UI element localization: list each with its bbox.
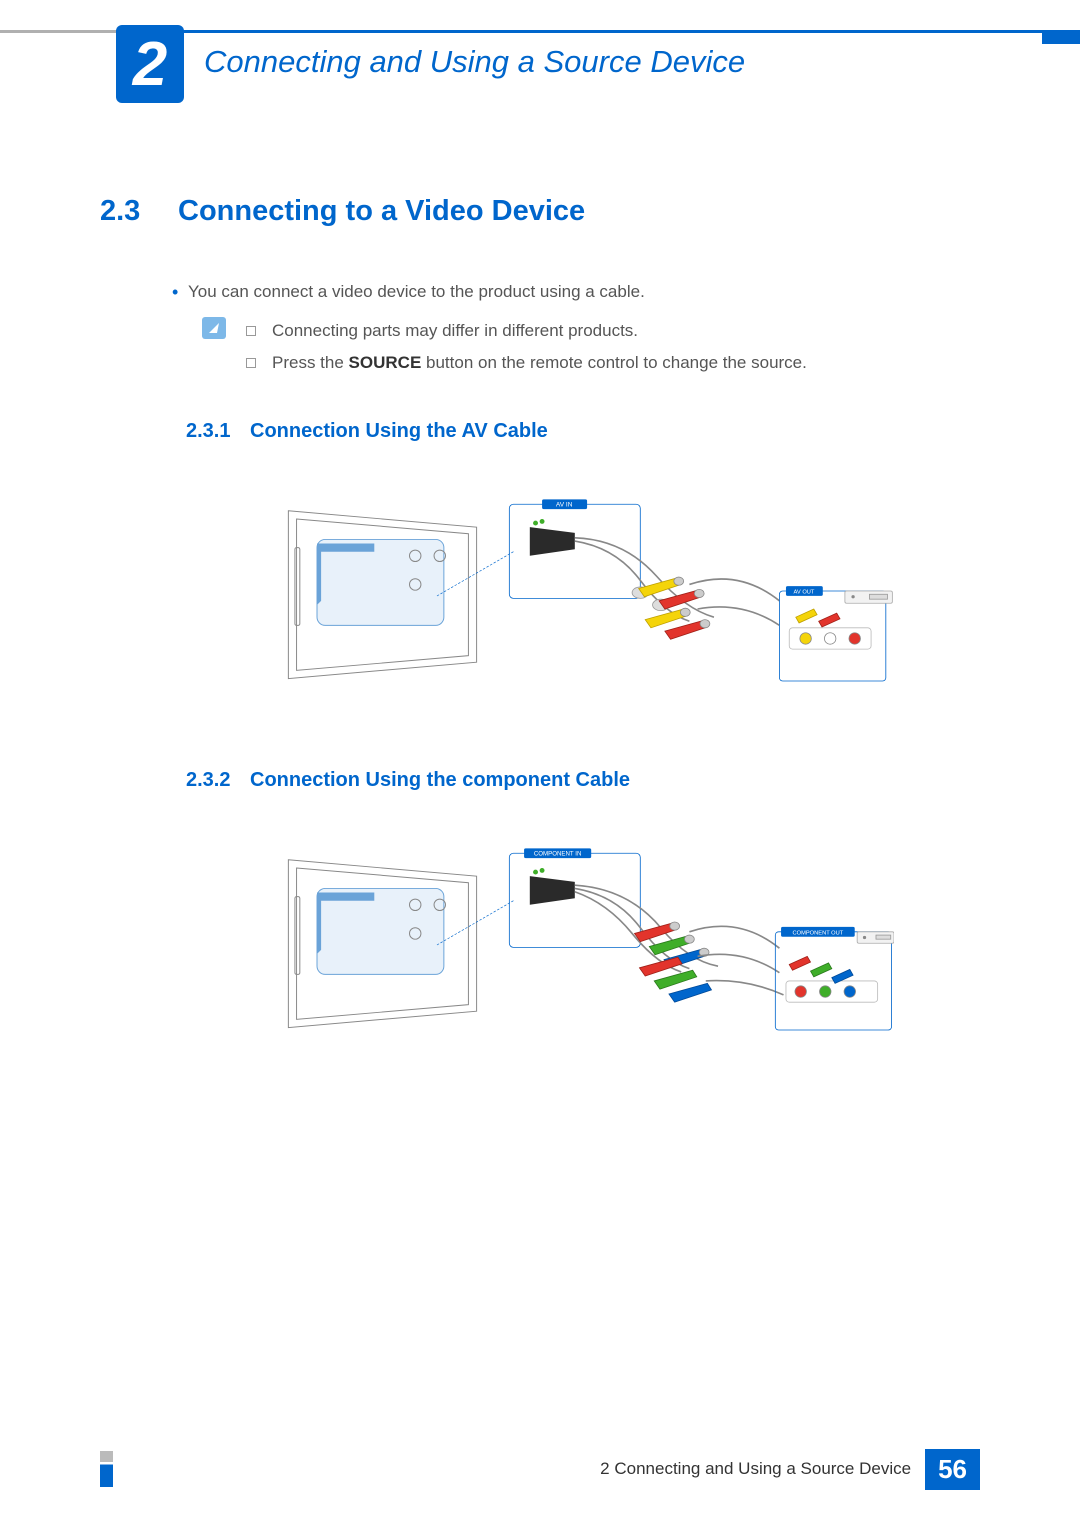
chapter-number: 2 [133, 29, 167, 100]
sub-number-231: 2.3.1 [186, 420, 250, 443]
note-icon [202, 317, 226, 339]
page-footer: 2 Connecting and Using a Source Device 5… [0, 1451, 1080, 1487]
section-heading: 2.3Connecting to a Video Device [100, 195, 980, 228]
sub-heading-231: 2.3.1Connection Using the AV Cable [186, 420, 980, 443]
intro-list: You can connect a video device to the pr… [100, 278, 980, 305]
content-area: 2.3Connecting to a Video Device You can … [0, 105, 1080, 1078]
av-diagram-svg: AV IN [272, 471, 894, 729]
diagram-av: AV IN [272, 471, 894, 729]
note-item-1: Connecting parts may differ in different… [246, 315, 807, 347]
av-in-label: AV IN [556, 501, 573, 508]
note-item-2: Press the SOURCE button on the remote co… [246, 347, 807, 379]
chapter-badge: 2 [116, 25, 184, 103]
intro-bullet: You can connect a video device to the pr… [188, 278, 980, 305]
note-list: Connecting parts may differ in different… [246, 315, 807, 380]
diagram-component: COMPONENT IN [272, 820, 894, 1078]
source-bold: SOURCE [349, 353, 422, 372]
component-in-label: COMPONENT IN [534, 850, 582, 857]
component-out-label: COMPONENT OUT [793, 930, 844, 936]
section-number: 2.3 [100, 195, 178, 228]
section-title: Connecting to a Video Device [178, 195, 585, 227]
av-out-label: AV OUT [794, 589, 815, 595]
footer-text: 2 Connecting and Using a Source Device [600, 1459, 911, 1479]
sub-number-232: 2.3.2 [186, 769, 250, 792]
sub-heading-232: 2.3.2Connection Using the component Cabl… [186, 769, 980, 792]
sub-title-231: Connection Using the AV Cable [250, 420, 548, 442]
note-block: Connecting parts may differ in different… [202, 315, 980, 380]
chapter-title: Connecting and Using a Source Device [204, 44, 745, 80]
sub-title-232: Connection Using the component Cable [250, 769, 630, 791]
footer-strip-icon [100, 1451, 113, 1487]
footer-page-number: 56 [925, 1449, 980, 1490]
page-header: 2 Connecting and Using a Source Device [0, 0, 1080, 105]
component-diagram-svg: COMPONENT IN [272, 820, 894, 1078]
